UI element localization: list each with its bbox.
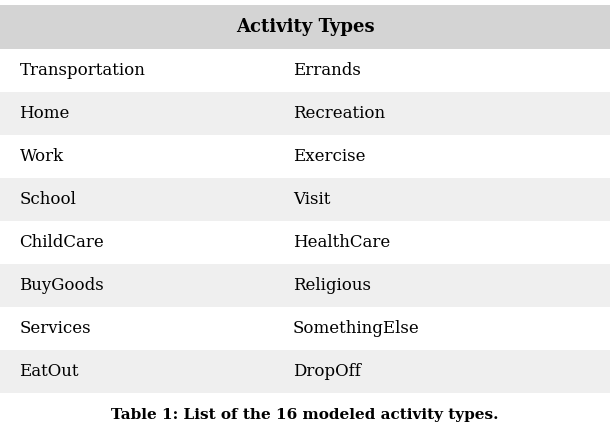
Text: School: School bbox=[20, 191, 76, 208]
Bar bbox=[0, 178, 610, 221]
Text: Visit: Visit bbox=[293, 191, 330, 208]
Text: EatOut: EatOut bbox=[20, 363, 79, 380]
Text: Home: Home bbox=[20, 105, 70, 122]
Text: Work: Work bbox=[20, 148, 63, 165]
Bar bbox=[0, 135, 610, 178]
Text: SomethingElse: SomethingElse bbox=[293, 320, 420, 337]
Text: BuyGoods: BuyGoods bbox=[20, 277, 104, 294]
Text: Recreation: Recreation bbox=[293, 105, 385, 122]
Bar bbox=[0, 350, 610, 393]
Text: ChildCare: ChildCare bbox=[20, 234, 104, 251]
Bar bbox=[0, 307, 610, 350]
Text: Exercise: Exercise bbox=[293, 148, 365, 165]
Bar bbox=[0, 221, 610, 264]
Text: Services: Services bbox=[20, 320, 91, 337]
Text: HealthCare: HealthCare bbox=[293, 234, 390, 251]
Bar bbox=[0, 92, 610, 135]
Bar bbox=[0, 49, 610, 92]
Text: Transportation: Transportation bbox=[20, 62, 145, 79]
Text: Table 1: List of the 16 modeled activity types.: Table 1: List of the 16 modeled activity… bbox=[111, 408, 499, 422]
Text: Religious: Religious bbox=[293, 277, 371, 294]
Bar bbox=[0, 5, 610, 49]
Text: DropOff: DropOff bbox=[293, 363, 361, 380]
Text: Errands: Errands bbox=[293, 62, 361, 79]
Text: Activity Types: Activity Types bbox=[235, 18, 375, 36]
Bar bbox=[0, 264, 610, 307]
